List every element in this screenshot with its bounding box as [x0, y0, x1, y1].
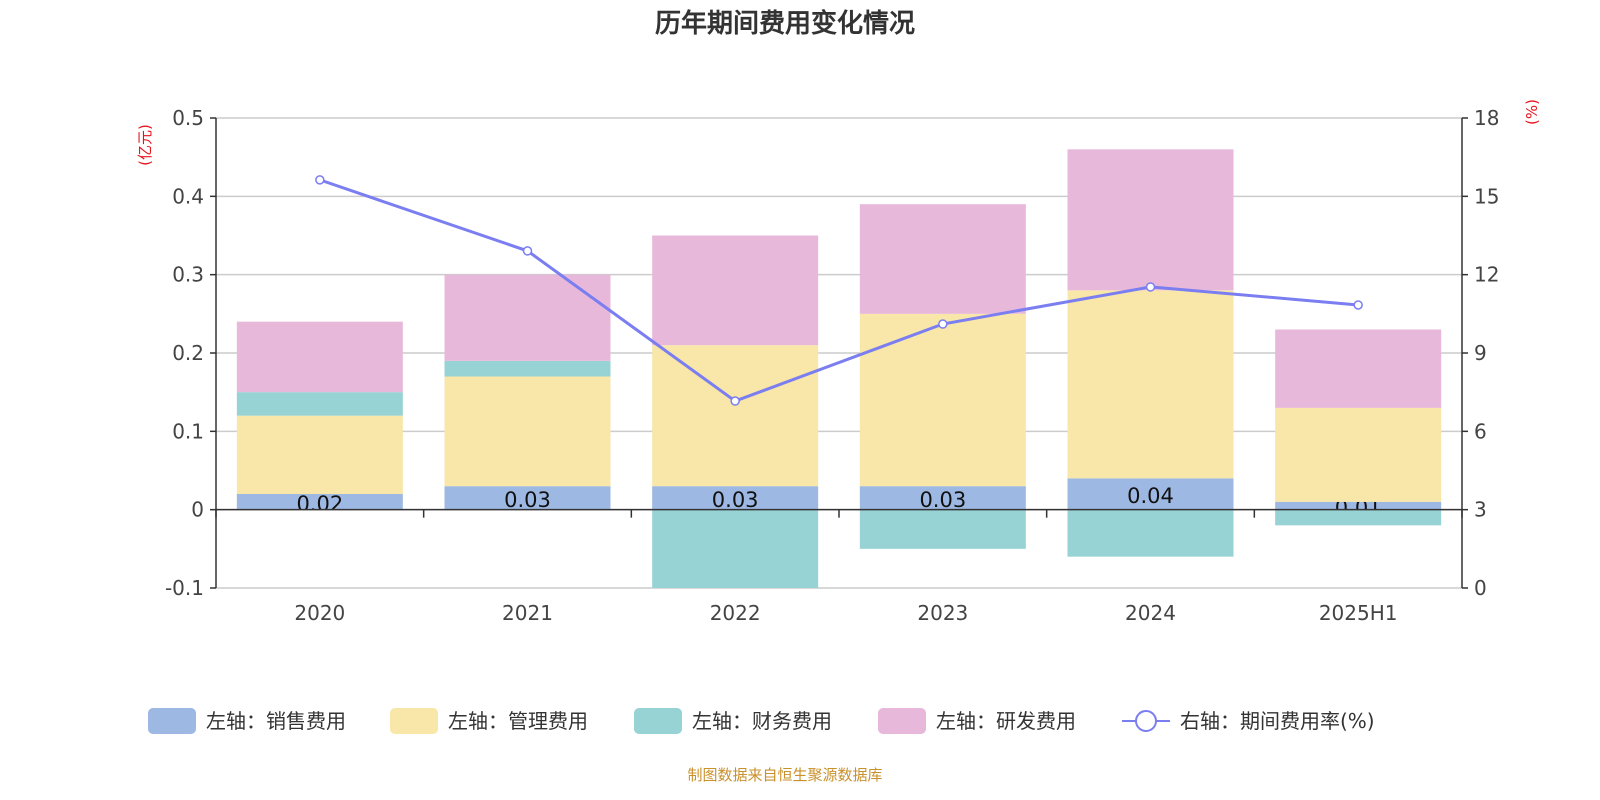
line-series: [315, 175, 1363, 406]
bar-2025H1-3: [1275, 329, 1442, 408]
bar-2023-0: [859, 486, 1026, 510]
legend-swatch: [390, 708, 438, 734]
bar-2021-0: [444, 486, 611, 510]
legend-item[interactable]: 左轴：财务费用: [634, 708, 832, 734]
right-tick-label: 15: [1474, 184, 1499, 208]
right-tick-label: 12: [1474, 263, 1499, 287]
right-tick-label: 9: [1474, 341, 1487, 365]
left-tick-label: 0.1: [172, 419, 204, 443]
line-point: [1353, 300, 1363, 310]
bar-2024-3: [1067, 149, 1234, 291]
left-tick-label: -0.1: [165, 576, 204, 600]
legend-swatch: [148, 708, 196, 734]
bar-2021-3: [444, 274, 611, 361]
bar-2025H1-2: [1275, 509, 1442, 526]
legend-label: 左轴：研发费用: [936, 709, 1076, 733]
right-tick-label: 18: [1474, 106, 1499, 130]
bar-2020-0: [236, 494, 403, 510]
bar-2020-3: [236, 321, 403, 393]
line-point: [315, 175, 325, 185]
bar-2022-1: [652, 345, 819, 487]
source-note: 制图数据来自恒生聚源数据库: [687, 766, 882, 784]
left-tick-label: 0.3: [172, 263, 204, 287]
data-label: 0.01: [1335, 496, 1382, 520]
left-tick-label: 0.2: [172, 341, 204, 365]
bar-2021-2: [444, 360, 611, 377]
bar-2023-3: [859, 204, 1026, 314]
bar-2022-0: [652, 486, 819, 510]
left-axis-unit: (亿元): [136, 124, 154, 166]
right-tick-label: 3: [1474, 498, 1487, 522]
legend-item[interactable]: 左轴：研发费用: [878, 708, 1076, 734]
legend-marker: [1135, 710, 1157, 732]
right-tick-label: 6: [1474, 419, 1487, 443]
legend-label: 左轴：管理费用: [448, 709, 588, 733]
bar-2024-2: [1067, 509, 1234, 557]
left-tick-label: 0: [191, 498, 204, 522]
data-label: 0.03: [504, 488, 551, 512]
bar-2024-1: [1067, 290, 1234, 479]
bar-2023-2: [859, 509, 1026, 549]
legend-item[interactable]: 右轴：期间费用率(%): [1122, 709, 1375, 733]
right-tick-label: 0: [1474, 576, 1487, 600]
chart-title: 历年期间费用变化情况: [655, 8, 915, 39]
bar-2024-0: [1067, 478, 1234, 510]
data-label: 0.04: [1127, 484, 1174, 508]
x-tick-label: 2024: [1125, 601, 1176, 625]
bar-2022-2: [652, 509, 819, 588]
axes: -0.1 0 0.1 0.2 0.3 0.4 0.5 0 3 6 9 12 15 18 2020 2021 20…: [165, 106, 1499, 625]
line-path: [319, 178, 1359, 403]
bar-2022-3: [652, 235, 819, 346]
legend-label: 左轴：财务费用: [692, 709, 832, 733]
x-tick-label: 2025H1: [1319, 601, 1398, 625]
bars: 0.02 0.03 0.03 0.03 0.04 0.01: [236, 149, 1442, 588]
left-tick-label: 0.4: [172, 184, 204, 208]
right-axis-unit: (%): [1523, 99, 1541, 125]
data-label: 0.03: [712, 488, 759, 512]
bar-2025H1-0: [1275, 501, 1442, 510]
data-label: 0.03: [919, 488, 966, 512]
legend-item[interactable]: 左轴：销售费用: [148, 708, 346, 734]
data-label: 0.02: [296, 492, 343, 516]
bar-2020-1: [236, 415, 403, 494]
legend[interactable]: 左轴：销售费用 左轴：管理费用 左轴：财务费用 左轴：研发费用 右轴：期间费用率(%): [148, 708, 1375, 734]
line-point: [730, 396, 740, 406]
legend-item[interactable]: 左轴：管理费用: [390, 708, 588, 734]
line-point: [1145, 282, 1156, 292]
left-tick-label: 0.5: [172, 106, 204, 130]
legend-swatch: [634, 708, 682, 734]
x-tick-label: 2023: [917, 601, 968, 625]
x-tick-label: 2021: [502, 601, 553, 625]
bar-2025H1-1: [1275, 407, 1442, 502]
legend-label: 左轴：销售费用: [206, 709, 346, 733]
x-tick-label: 2022: [710, 601, 761, 625]
bar-2023-1: [859, 313, 1026, 487]
bar-2020-2: [236, 392, 403, 416]
line-point: [522, 246, 533, 256]
x-tick-label: 2020: [294, 601, 345, 625]
bar-2021-1: [444, 376, 611, 487]
legend-label: 右轴：期间费用率(%): [1180, 709, 1375, 733]
legend-swatch: [878, 708, 926, 734]
line-point: [938, 319, 948, 329]
